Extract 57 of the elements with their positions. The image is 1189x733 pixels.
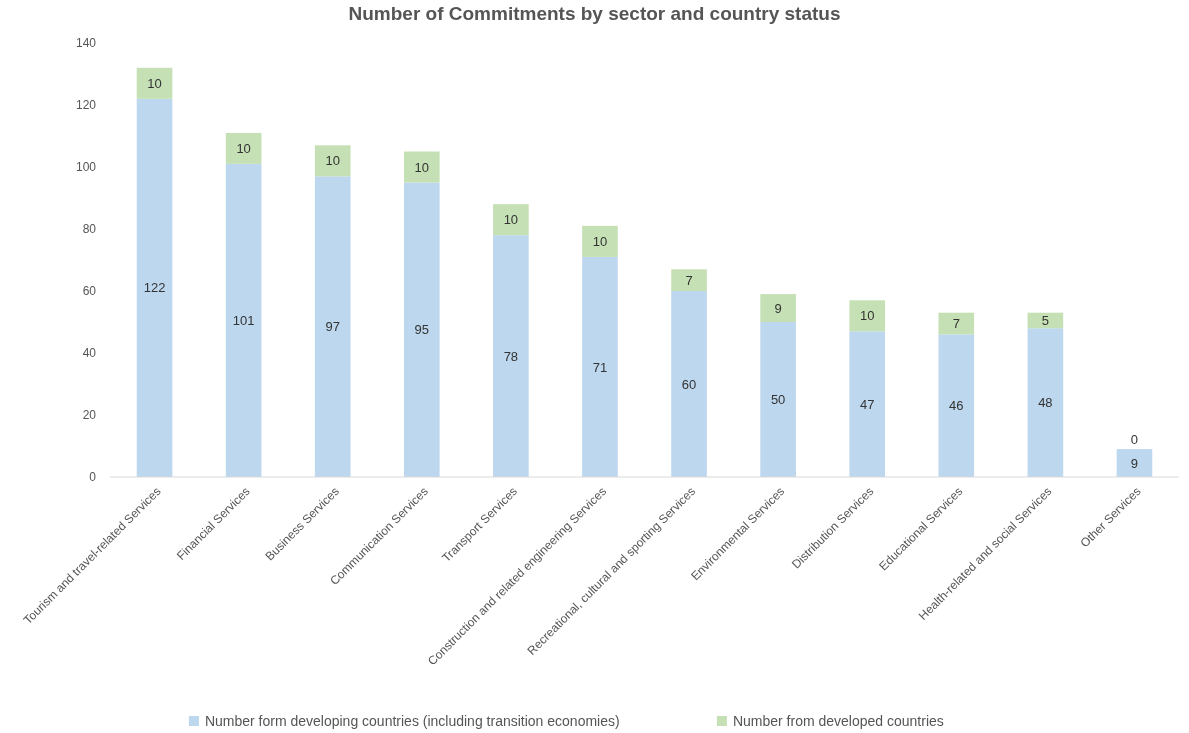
y-tick-label: 120: [75, 98, 97, 113]
chart-title: Number of Commitments by sector and country status: [348, 3, 841, 24]
bar: [1116, 449, 1153, 477]
data-label: 71: [592, 359, 608, 375]
bar: [938, 334, 975, 477]
bar: [136, 67, 173, 99]
y-tick-label: 20: [82, 408, 97, 423]
data-label: 7: [685, 272, 693, 288]
data-label: 9: [774, 300, 782, 316]
data-label: 10: [236, 140, 251, 156]
data-label: 50: [770, 392, 786, 408]
legend-label: Number from developed countries: [732, 713, 944, 730]
legend-label: Number form developing countries (including transition economies): [204, 713, 620, 730]
y-tick-label: 40: [82, 346, 97, 361]
data-label: 0: [1130, 431, 1139, 447]
data-label: 5: [1041, 313, 1049, 328]
bar: [225, 163, 262, 477]
data-label: 97: [325, 319, 340, 335]
bar: [671, 269, 707, 291]
y-tick-label: 100: [75, 160, 97, 175]
data-label: 10: [414, 159, 430, 175]
data-label: 46: [949, 398, 964, 414]
data-label: 60: [681, 376, 697, 392]
data-label: 101: [232, 313, 255, 328]
bar: [671, 291, 707, 477]
data-label: 10: [503, 212, 519, 228]
bar: [938, 312, 975, 335]
data-label: 10: [859, 308, 875, 324]
bar: [760, 294, 796, 322]
bar: [403, 182, 440, 477]
data-label: 10: [592, 233, 608, 249]
data-label: 95: [414, 322, 430, 338]
bar: [849, 331, 886, 477]
bar: [314, 176, 351, 477]
bar: [314, 145, 351, 177]
bar: [582, 256, 618, 477]
bar: [225, 132, 262, 164]
y-tick-label: 80: [82, 222, 97, 237]
bar: [582, 225, 618, 257]
bar: [849, 300, 886, 332]
data-label: 7: [952, 316, 960, 332]
y-tick-label: 60: [82, 284, 97, 299]
data-label: 9: [1130, 455, 1139, 471]
bar: [403, 151, 440, 183]
bar: [493, 204, 529, 236]
bar: [493, 235, 529, 477]
y-tick-label: 140: [75, 36, 97, 51]
data-label: 48: [1038, 395, 1053, 411]
bar: [1027, 328, 1064, 477]
data-label: 10: [325, 153, 340, 169]
y-tick-label: 0: [89, 470, 97, 485]
data-label: 122: [143, 280, 166, 296]
data-label: 47: [859, 396, 875, 412]
data-label: 10: [147, 75, 162, 91]
data-label: 78: [503, 348, 519, 364]
bar: [136, 98, 173, 477]
bar: [760, 322, 796, 477]
